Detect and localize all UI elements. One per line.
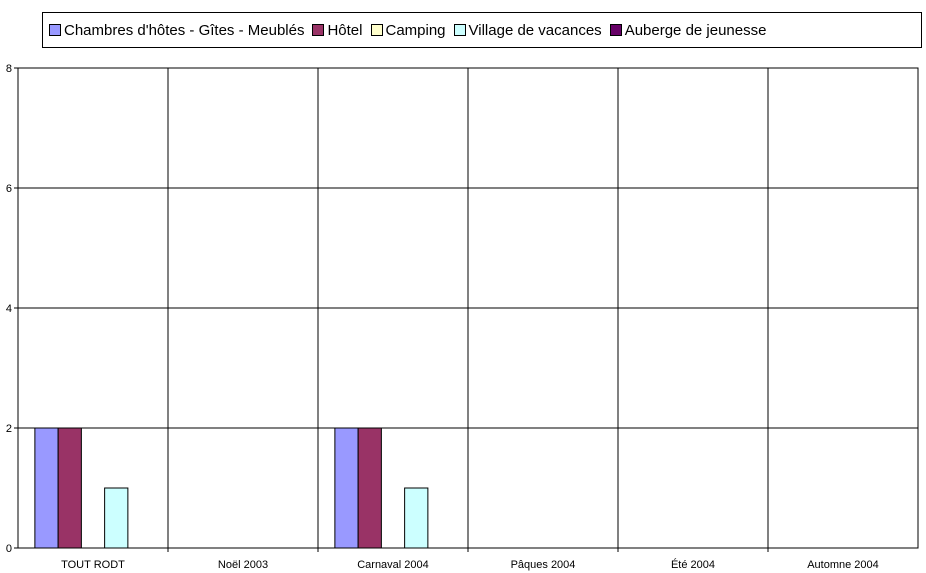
y-tick-label: 4: [6, 303, 12, 315]
plot-border: [17, 67, 919, 549]
x-tick-label: Noël 2003: [218, 559, 268, 571]
legend: Chambres d'hôtes - Gîtes - Meublés Hôtel C…: [42, 12, 922, 48]
bar: [334, 427, 359, 549]
legend-swatch: [609, 24, 622, 36]
bar: [404, 487, 429, 549]
legend-label: Village de vacances: [468, 21, 602, 39]
legend-swatch: [370, 24, 383, 36]
legend-item: Village de vacances: [453, 21, 602, 39]
legend-item: Chambres d'hôtes - Gîtes - Meublés: [49, 22, 304, 39]
x-tick-label: Pâques 2004: [511, 559, 576, 571]
y-tick-label: 2: [6, 423, 12, 435]
legend-label: Hôtel: [327, 21, 363, 39]
bar: [34, 427, 59, 549]
x-tick-label: Automne 2004: [807, 559, 879, 571]
legend-item: Auberge de jeunesse: [609, 21, 767, 39]
bar: [57, 427, 82, 549]
bar: [104, 487, 129, 549]
x-tick-label: Été 2004: [671, 558, 715, 571]
x-tick-label: Carnaval 2004: [357, 559, 429, 571]
legend-swatch: [453, 24, 466, 36]
legend-item: Camping: [370, 21, 446, 39]
legend-label: Auberge de jeunesse: [624, 21, 767, 39]
legend-swatch: [49, 24, 61, 36]
y-tick-label: 6: [6, 183, 12, 195]
legend-swatch: [312, 24, 325, 36]
y-tick-label: 8: [6, 63, 12, 75]
x-tick-label: TOUT RODT: [61, 559, 125, 571]
bar: [357, 427, 382, 549]
legend-label: Chambres d'hôtes - Gîtes - Meublés: [64, 21, 305, 39]
y-tick-label: 0: [6, 543, 12, 555]
legend-item: Hôtel: [312, 21, 363, 39]
legend-label: Camping: [385, 21, 446, 39]
